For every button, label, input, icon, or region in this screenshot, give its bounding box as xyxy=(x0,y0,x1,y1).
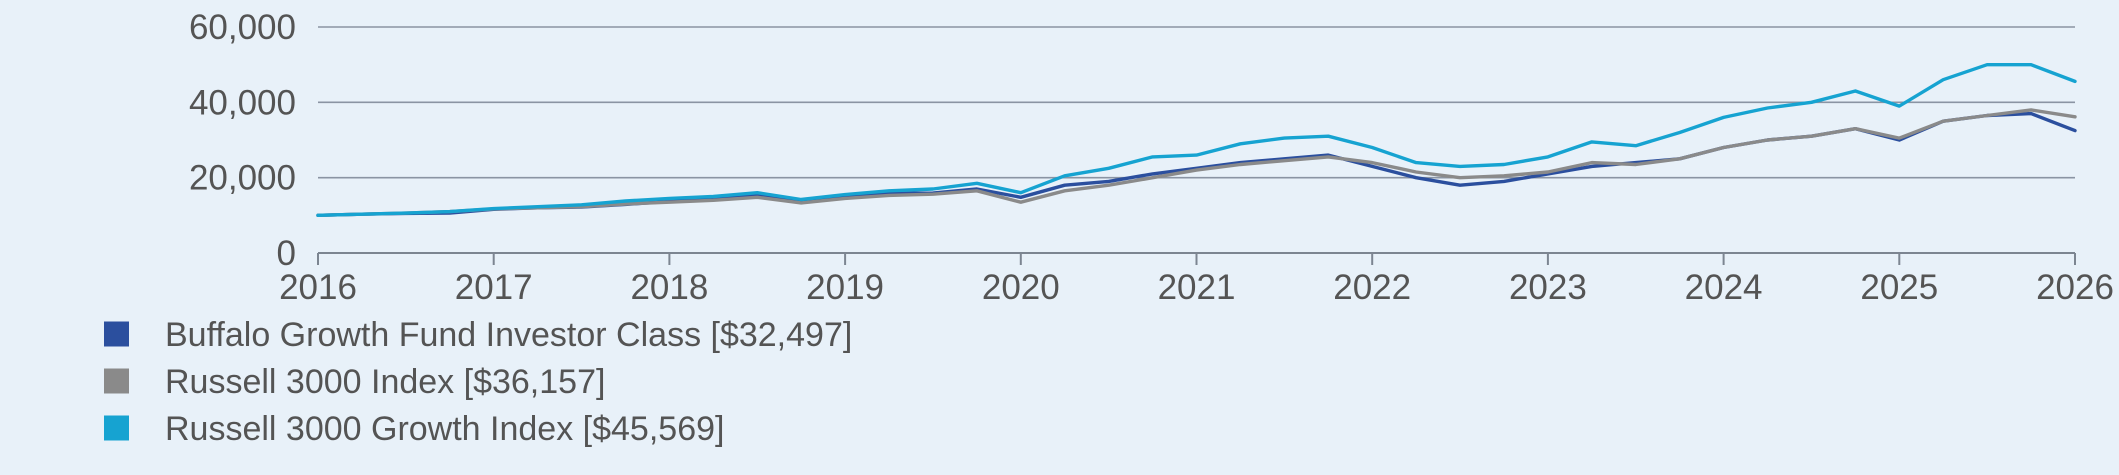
x-tick-label: 2017 xyxy=(455,268,533,307)
legend-label-3: Russell 3000 Growth Index [$45,569] xyxy=(165,410,724,448)
x-tick-label: 2024 xyxy=(1685,268,1763,307)
series-line-3 xyxy=(316,63,2077,217)
legend-swatch-3 xyxy=(104,415,129,441)
legend-label-2: Russell 3000 Index [$36,157] xyxy=(165,363,605,401)
x-tick-label: 2019 xyxy=(806,268,884,307)
x-tick-label: 2020 xyxy=(982,268,1060,307)
x-tick-label: 2018 xyxy=(630,268,708,307)
y-tick-label: 40,000 xyxy=(189,83,296,122)
y-tick-label: 20,000 xyxy=(189,159,296,198)
y-tick-label: 0 xyxy=(277,234,296,273)
y-tick-label: 60,000 xyxy=(189,8,296,47)
legend-label-1: Buffalo Growth Fund Investor Class [$32,… xyxy=(165,316,852,354)
y-axis: 0 20,000 40,000 60,000 xyxy=(189,8,296,273)
grid xyxy=(318,26,2075,179)
legend-swatch-1 xyxy=(104,321,129,347)
x-axis: 2016 2017 2018 2019 2020 2021 2022 2023 2024 2025… xyxy=(279,252,2114,307)
x-tick-label: 2021 xyxy=(1158,268,1236,307)
legend-swatch-2 xyxy=(104,368,129,394)
series-group xyxy=(316,63,2077,217)
x-tick-label: 2026 xyxy=(2036,268,2114,307)
series-line-1 xyxy=(316,111,2077,217)
x-tick-label: 2023 xyxy=(1509,268,1587,307)
x-tick-label: 2025 xyxy=(1860,268,1938,307)
legend: Buffalo Growth Fund Investor Class [$32,… xyxy=(104,316,852,448)
x-tick-label: 2022 xyxy=(1333,268,1411,307)
x-tick-label: 2016 xyxy=(279,268,357,307)
series-line-2 xyxy=(316,108,2077,217)
